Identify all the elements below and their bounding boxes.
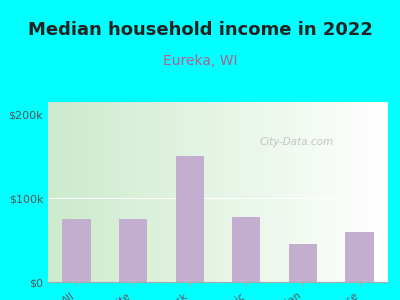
Text: Eureka, WI: Eureka, WI	[163, 54, 237, 68]
Bar	[119, 219, 147, 282]
Bar	[346, 232, 374, 282]
Bar	[62, 219, 90, 282]
Bar	[232, 217, 260, 282]
Text: City-Data.com: City-Data.com	[259, 136, 333, 147]
Bar	[289, 244, 317, 282]
Bar	[176, 156, 204, 282]
Text: Median household income in 2022: Median household income in 2022	[28, 21, 372, 39]
